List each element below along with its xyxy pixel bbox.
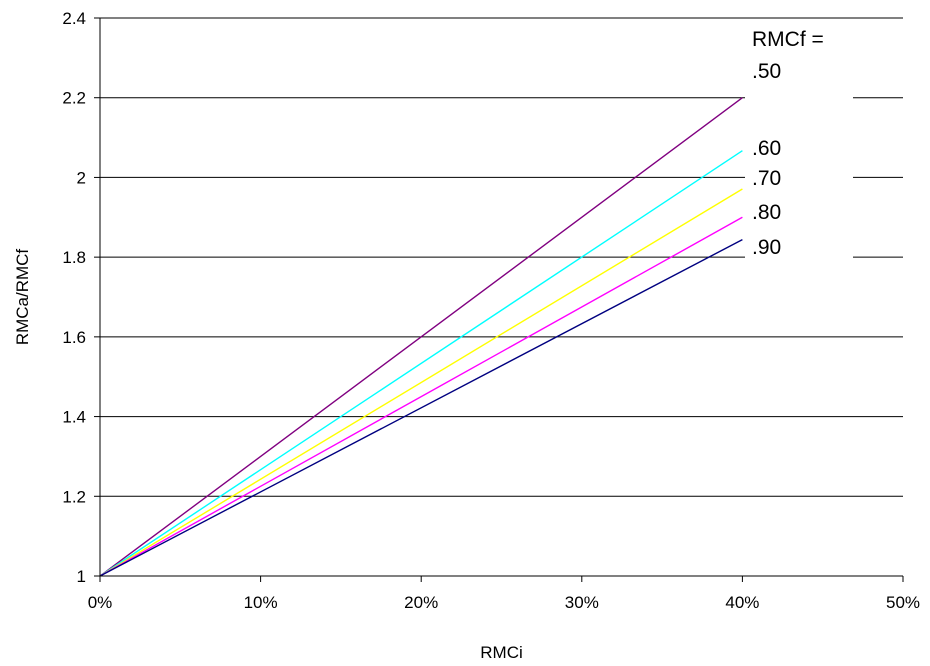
series-line-4 xyxy=(99,238,743,577)
y-tick-label: 1 xyxy=(77,567,86,586)
x-tick-label: 10% xyxy=(244,593,278,612)
y-tick-label: 1.4 xyxy=(62,408,86,427)
x-tick-label: 0% xyxy=(88,593,113,612)
y-tick-labels: 1 1.2 1.4 1.6 1.8 2 2.2 2.4 xyxy=(62,9,86,586)
series-label-1: .60 xyxy=(752,137,781,160)
label-area-mask xyxy=(745,25,853,265)
legend-title: RMCf = xyxy=(752,28,824,51)
y-tick-label: 2 xyxy=(77,168,86,187)
y-tick-label: 2.2 xyxy=(62,89,86,108)
y-tick-label: 2.4 xyxy=(62,9,86,28)
series-line-0 xyxy=(99,97,743,577)
x-tick-label: 30% xyxy=(565,593,599,612)
y-axis-title: RMCa/RMCf xyxy=(13,249,32,346)
x-axis-title: RMCi xyxy=(480,643,523,662)
y-tick-label: 1.8 xyxy=(62,248,86,267)
series-label-4: .90 xyxy=(752,236,781,259)
series-line-2 xyxy=(99,188,743,577)
gridlines xyxy=(100,17,903,497)
series-line-1 xyxy=(99,150,743,577)
series-line-3 xyxy=(99,216,743,577)
x-tick-label: 20% xyxy=(404,593,438,612)
series-label-0: .50 xyxy=(752,60,781,83)
x-tick-labels: 0% 10% 20% 30% 40% 50% xyxy=(88,593,920,612)
x-tick-label: 40% xyxy=(725,593,759,612)
y-tick-label: 1.6 xyxy=(62,328,86,347)
series-lines xyxy=(99,97,743,577)
axes xyxy=(94,17,904,582)
y-tick-label: 1.2 xyxy=(62,487,86,506)
series-label-3: .80 xyxy=(752,201,781,224)
series-label-2: .70 xyxy=(752,167,781,190)
x-tick-label: 50% xyxy=(886,593,920,612)
series-labels: .50 .60 .70 .80 .90 xyxy=(752,60,781,259)
